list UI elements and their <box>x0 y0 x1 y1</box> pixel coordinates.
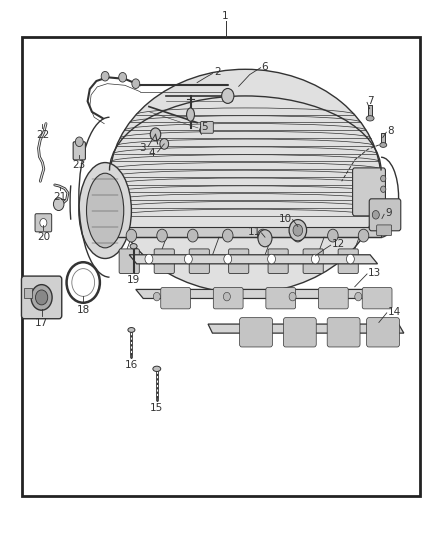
Circle shape <box>268 254 276 264</box>
Ellipse shape <box>366 116 374 121</box>
Polygon shape <box>208 324 404 333</box>
FancyBboxPatch shape <box>362 288 392 309</box>
Circle shape <box>160 139 169 149</box>
Circle shape <box>150 128 161 141</box>
Circle shape <box>35 290 48 305</box>
Text: 1: 1 <box>222 11 229 21</box>
Circle shape <box>311 254 319 264</box>
Circle shape <box>75 137 83 147</box>
Ellipse shape <box>128 327 135 333</box>
Circle shape <box>157 229 167 242</box>
Text: 20: 20 <box>37 232 50 243</box>
Circle shape <box>293 224 303 236</box>
Text: 11: 11 <box>247 227 261 237</box>
Ellipse shape <box>79 163 131 259</box>
Circle shape <box>31 285 52 310</box>
Bar <box>381 133 385 145</box>
FancyBboxPatch shape <box>119 249 139 273</box>
Ellipse shape <box>86 173 124 248</box>
Text: 2: 2 <box>215 68 221 77</box>
Circle shape <box>145 254 153 264</box>
FancyBboxPatch shape <box>73 142 85 160</box>
FancyBboxPatch shape <box>367 318 399 347</box>
Circle shape <box>355 292 362 301</box>
FancyBboxPatch shape <box>377 225 392 236</box>
Circle shape <box>258 229 268 242</box>
Text: 23: 23 <box>73 160 86 171</box>
Circle shape <box>258 230 272 247</box>
Circle shape <box>372 211 379 219</box>
Circle shape <box>293 229 303 242</box>
Ellipse shape <box>187 108 194 122</box>
Text: 19: 19 <box>127 275 140 285</box>
Circle shape <box>101 71 109 81</box>
Circle shape <box>222 88 234 103</box>
Circle shape <box>187 229 198 242</box>
Ellipse shape <box>130 244 137 249</box>
Circle shape <box>381 175 386 182</box>
Text: 13: 13 <box>368 268 381 278</box>
Circle shape <box>289 220 307 241</box>
Bar <box>24 288 32 298</box>
Circle shape <box>381 186 386 192</box>
FancyBboxPatch shape <box>318 288 348 309</box>
Bar <box>368 105 372 118</box>
FancyBboxPatch shape <box>229 249 249 273</box>
Circle shape <box>346 254 354 264</box>
Text: 9: 9 <box>385 208 392 218</box>
Text: 12: 12 <box>332 239 345 249</box>
Ellipse shape <box>153 366 161 372</box>
FancyBboxPatch shape <box>161 288 191 309</box>
Text: 15: 15 <box>150 403 163 413</box>
FancyBboxPatch shape <box>154 249 174 273</box>
Circle shape <box>132 79 140 88</box>
FancyBboxPatch shape <box>303 249 323 273</box>
Ellipse shape <box>110 69 381 293</box>
Polygon shape <box>110 227 381 237</box>
FancyBboxPatch shape <box>369 199 401 231</box>
FancyBboxPatch shape <box>213 288 243 309</box>
Polygon shape <box>129 255 378 264</box>
Circle shape <box>224 254 232 264</box>
FancyBboxPatch shape <box>268 249 288 273</box>
FancyBboxPatch shape <box>327 318 360 347</box>
Circle shape <box>126 229 137 242</box>
Text: 8: 8 <box>387 126 394 136</box>
Text: 18: 18 <box>77 305 90 315</box>
Circle shape <box>381 202 386 208</box>
FancyBboxPatch shape <box>201 122 213 133</box>
Text: 16: 16 <box>125 360 138 370</box>
Text: 6: 6 <box>261 62 268 71</box>
FancyBboxPatch shape <box>35 214 52 232</box>
Text: 5: 5 <box>201 122 208 132</box>
FancyBboxPatch shape <box>338 249 358 273</box>
Circle shape <box>184 254 192 264</box>
Polygon shape <box>136 289 391 298</box>
Circle shape <box>328 229 338 242</box>
Circle shape <box>223 292 230 301</box>
Text: 4: 4 <box>149 148 155 158</box>
FancyBboxPatch shape <box>240 318 272 347</box>
Text: 17: 17 <box>35 318 48 328</box>
Text: 22: 22 <box>36 130 49 140</box>
Text: 7: 7 <box>367 96 374 106</box>
Circle shape <box>119 72 127 82</box>
Ellipse shape <box>380 142 387 147</box>
FancyBboxPatch shape <box>21 276 62 319</box>
Text: 10: 10 <box>279 214 292 223</box>
Text: 14: 14 <box>388 307 401 317</box>
Bar <box>22 37 420 496</box>
FancyBboxPatch shape <box>283 318 316 347</box>
Circle shape <box>223 229 233 242</box>
Circle shape <box>289 292 296 301</box>
Circle shape <box>53 198 64 211</box>
Circle shape <box>40 219 47 227</box>
FancyBboxPatch shape <box>189 249 209 273</box>
Circle shape <box>358 229 369 242</box>
FancyBboxPatch shape <box>266 288 296 309</box>
Text: 3: 3 <box>139 143 145 152</box>
Text: 21: 21 <box>53 192 66 203</box>
Circle shape <box>153 292 160 301</box>
FancyBboxPatch shape <box>353 168 385 216</box>
